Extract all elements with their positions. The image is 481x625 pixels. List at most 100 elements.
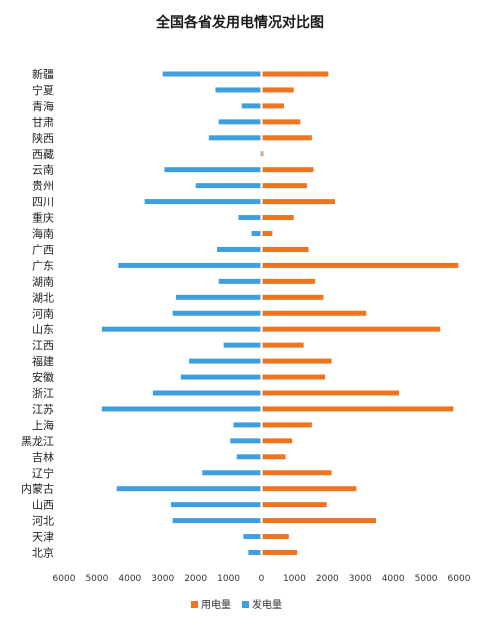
bar-generation <box>170 502 261 508</box>
category-label: 广东 <box>32 259 54 272</box>
category-label: 河北 <box>32 515 54 528</box>
category-label: 安徽 <box>32 370 54 384</box>
bar-consumption <box>262 358 332 364</box>
bar-generation <box>251 231 261 236</box>
category-label: 广西 <box>32 243 54 256</box>
category-label: 甘肃 <box>32 116 54 129</box>
bar-generation <box>223 342 261 348</box>
bar-generation <box>101 406 261 412</box>
bar-consumption <box>262 310 367 316</box>
bar-consumption <box>262 71 329 77</box>
bar-consumption <box>262 246 309 252</box>
bar-consumption <box>262 103 284 109</box>
bar-consumption <box>262 215 294 221</box>
bar-generation <box>215 87 261 93</box>
category-label: 西藏 <box>32 148 54 161</box>
x-tick-label: 2000 <box>316 574 339 584</box>
bar-generation <box>217 246 261 252</box>
legend-swatch <box>191 601 198 608</box>
bar-consumption <box>262 486 357 492</box>
x-tick-label: 3000 <box>151 574 174 584</box>
bar-consumption <box>262 167 314 173</box>
bar-consumption <box>262 231 273 236</box>
category-label: 北京 <box>32 546 54 560</box>
bar-consumption <box>262 262 459 268</box>
bar-consumption <box>262 151 264 157</box>
category-label: 四川 <box>32 196 54 209</box>
legend-label: 用电量 <box>201 598 231 611</box>
x-tick-label: 2000 <box>184 574 207 584</box>
category-label: 江西 <box>32 339 54 352</box>
bars-layer <box>101 71 459 555</box>
bar-consumption <box>262 550 298 555</box>
chart-title: 全国各省发用电情况对比图 <box>155 14 324 31</box>
category-label: 贵州 <box>32 180 54 193</box>
bar-consumption <box>262 294 324 300</box>
bar-generation <box>243 534 261 540</box>
bar-generation <box>230 438 261 444</box>
bar-generation <box>260 151 262 157</box>
category-label: 重庆 <box>32 211 54 225</box>
bar-consumption <box>262 422 312 428</box>
bar-consumption <box>262 406 454 412</box>
category-label: 天津 <box>32 531 54 544</box>
bar-generation <box>164 167 261 173</box>
category-label: 宁夏 <box>32 83 54 97</box>
category-label: 辽宁 <box>32 466 54 480</box>
x-tick-label: 5000 <box>415 574 438 584</box>
bar-consumption <box>262 518 377 524</box>
bar-consumption <box>262 135 312 141</box>
x-tick-label: 4000 <box>118 574 141 584</box>
category-label: 湖南 <box>32 275 54 288</box>
bar-generation <box>195 183 261 189</box>
bar-generation <box>202 470 261 476</box>
category-label: 山东 <box>32 323 54 336</box>
bar-consumption <box>262 326 441 332</box>
category-label: 湖北 <box>32 291 54 304</box>
x-tick-label: 1000 <box>217 574 240 584</box>
bar-consumption <box>262 183 307 189</box>
x-tick-label: 4000 <box>382 574 405 584</box>
bar-consumption <box>262 278 316 284</box>
bar-generation <box>101 326 261 332</box>
bar-consumption <box>262 87 294 93</box>
category-label: 浙江 <box>32 387 54 400</box>
x-tick-label: 6000 <box>53 574 76 584</box>
x-tick-label: 0 <box>259 574 265 584</box>
bar-consumption <box>262 438 293 444</box>
bar-generation <box>118 262 261 268</box>
bar-consumption <box>262 342 304 348</box>
category-label: 陕西 <box>32 131 54 145</box>
bar-consumption <box>262 534 289 540</box>
bar-generation <box>172 518 261 524</box>
category-label: 内蒙古 <box>21 482 54 496</box>
bar-consumption <box>262 502 327 508</box>
bar-generation <box>189 358 261 364</box>
bar-generation <box>218 278 261 284</box>
category-label: 海南 <box>32 227 54 241</box>
bar-generation <box>175 294 261 300</box>
bar-generation <box>208 135 261 141</box>
category-label: 江苏 <box>32 403 54 416</box>
bar-generation <box>238 215 261 221</box>
x-tick-label: 6000 <box>448 574 471 584</box>
bar-consumption <box>262 390 400 396</box>
bar-generation <box>180 374 261 380</box>
bar-generation <box>233 422 261 428</box>
x-axis: 6000 5000 4000 3000 2000 1000 0 1000 2000 3000 400… <box>53 574 471 584</box>
legend: 用电量 发电量 <box>191 598 282 611</box>
bar-consumption <box>262 199 335 205</box>
bar-generation <box>162 71 261 77</box>
category-label: 云南 <box>32 164 54 177</box>
category-labels: 新疆宁夏青海甘肃陕西西藏云南贵州四川重庆海南广西广东湖南湖北河南山东江西福建安徽… <box>21 67 54 560</box>
bar-generation <box>152 390 261 396</box>
x-tick-label: 5000 <box>85 574 108 584</box>
category-label: 新疆 <box>32 67 54 81</box>
category-label: 黑龙江 <box>21 435 54 448</box>
bar-generation <box>144 199 261 205</box>
legend-swatch <box>242 601 249 608</box>
x-tick-label: 3000 <box>349 574 372 584</box>
x-tick-label: 1000 <box>283 574 306 584</box>
bar-consumption <box>262 119 301 125</box>
